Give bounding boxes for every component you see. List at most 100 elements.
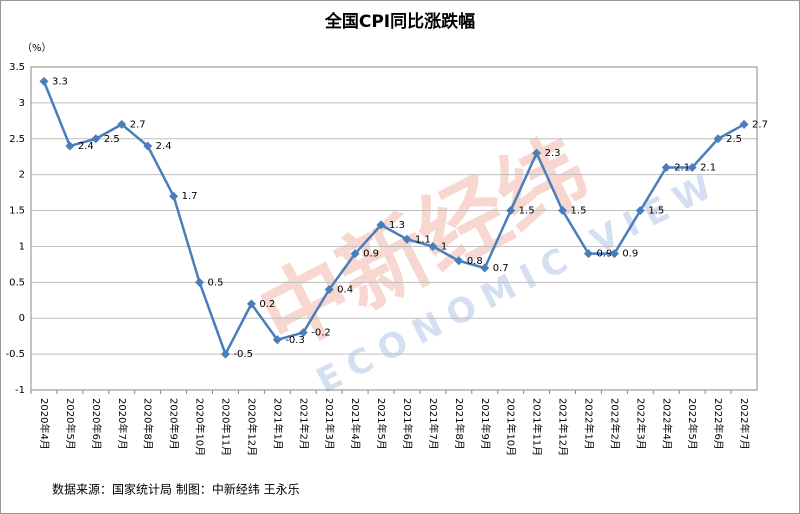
x-tick-label: 2022年3月 — [634, 398, 647, 450]
marker — [532, 148, 542, 158]
marker — [428, 241, 438, 251]
x-tick-label: 2022年1月 — [582, 398, 595, 450]
data-label: 1.5 — [519, 206, 535, 217]
data-label: 1.5 — [571, 206, 587, 217]
marker — [687, 162, 697, 172]
marker — [195, 277, 205, 287]
data-label: 0.2 — [259, 299, 275, 310]
x-tick-label: 2022年7月 — [738, 398, 751, 450]
data-label: 2.4 — [78, 141, 94, 152]
y-tick-label: 0 — [19, 313, 25, 324]
y-tick-label: 3 — [19, 98, 25, 109]
x-tick-label: 2020年6月 — [90, 398, 103, 450]
x-tick-label: 2020年10月 — [194, 398, 207, 456]
data-label: -0.3 — [285, 335, 305, 346]
marker — [220, 349, 230, 359]
x-tick-label: 2021年4月 — [349, 398, 362, 450]
marker — [454, 256, 464, 266]
marker — [713, 134, 723, 144]
x-tick-label: 2020年11月 — [219, 398, 232, 456]
data-label: 0.8 — [467, 256, 483, 267]
marker — [609, 249, 619, 259]
x-tick-label: 2020年4月 — [38, 398, 51, 450]
marker — [350, 249, 360, 259]
data-label: 0.5 — [208, 277, 224, 288]
marker — [272, 335, 282, 345]
data-label: 2.7 — [130, 119, 146, 130]
marker — [169, 191, 179, 201]
marker — [298, 328, 308, 338]
y-tick-label: -1 — [15, 385, 25, 396]
line — [42, 80, 745, 358]
x-tick-label: 2020年5月 — [64, 398, 77, 450]
data-label: 2.3 — [545, 148, 561, 159]
x-tick-label: 2021年9月 — [479, 398, 492, 450]
marker — [39, 76, 49, 86]
data-label: 2.1 — [700, 162, 716, 173]
data-label: 2.7 — [752, 119, 768, 130]
y-tick-label: 2.5 — [9, 134, 25, 145]
marker — [635, 206, 645, 216]
data-label: 1.7 — [182, 191, 198, 202]
marker — [480, 263, 490, 273]
unit-label: （%） — [22, 42, 52, 54]
y-tick-label: 0.5 — [9, 277, 25, 288]
x-tick-label: 2020年7月 — [116, 398, 129, 450]
x-tick-label: 2022年5月 — [686, 398, 699, 450]
x-tick-label: 2021年11月 — [531, 398, 544, 456]
data-label: 0.7 — [493, 263, 509, 274]
y-tick-label: 2 — [19, 170, 25, 181]
y-tick-label: 1 — [19, 241, 25, 252]
data-label: 0.9 — [363, 249, 379, 260]
marker — [91, 134, 101, 144]
marker — [739, 119, 749, 129]
data-label: 1.1 — [415, 234, 431, 245]
data-label: 2.1 — [674, 162, 690, 173]
x-tick-label: 2021年10月 — [505, 398, 518, 456]
x-tick-label: 2021年6月 — [401, 398, 414, 450]
chart-title: 全国CPI同比涨跌幅 — [324, 11, 475, 32]
marker — [65, 141, 75, 151]
y-tick-label: -0.5 — [5, 349, 25, 360]
marker — [246, 299, 256, 309]
data-label: 0.9 — [622, 249, 638, 260]
marker — [143, 141, 153, 151]
marker — [402, 234, 412, 244]
y-tick-label: 3.5 — [9, 62, 25, 73]
x-tick-label: 2022年2月 — [608, 398, 621, 450]
marker — [324, 285, 334, 295]
data-label: 1.5 — [648, 206, 664, 217]
x-tick-label: 2021年12月 — [557, 398, 570, 456]
x-tick-label: 2021年5月 — [375, 398, 388, 450]
data-label: 0.4 — [337, 285, 353, 296]
marker — [583, 249, 593, 259]
marker — [376, 220, 386, 230]
x-tick-label: 2021年8月 — [453, 398, 466, 450]
data-label: 2.4 — [156, 141, 172, 152]
x-tick-label: 2020年8月 — [142, 398, 155, 450]
x-tick-label: 2022年6月 — [712, 398, 725, 450]
data-label: 0.9 — [596, 249, 612, 260]
data-label: -0.5 — [233, 349, 253, 360]
x-tick-label: 2020年9月 — [168, 398, 181, 450]
marker — [117, 119, 127, 129]
data-label: 2.5 — [726, 134, 742, 145]
x-tick-label: 2020年12月 — [245, 398, 258, 456]
marker — [506, 206, 516, 216]
marker — [558, 206, 568, 216]
source-note: 数据来源：国家统计局 制图：中新经纬 王永乐 — [52, 482, 300, 497]
x-tick-label: 2022年4月 — [660, 398, 673, 450]
x-tick-label: 2021年7月 — [427, 398, 440, 450]
x-tick-label: 2021年3月 — [323, 398, 336, 450]
data-label: 2.5 — [104, 134, 120, 145]
x-tick-label: 2021年2月 — [297, 398, 310, 450]
data-label: 1.3 — [389, 220, 405, 231]
data-label: 1 — [441, 241, 447, 252]
marker — [661, 162, 671, 172]
data-label: 3.3 — [52, 76, 68, 87]
y-tick-label: 1.5 — [9, 206, 25, 217]
data-label: -0.2 — [311, 328, 331, 339]
x-tick-label: 2021年1月 — [271, 398, 284, 450]
